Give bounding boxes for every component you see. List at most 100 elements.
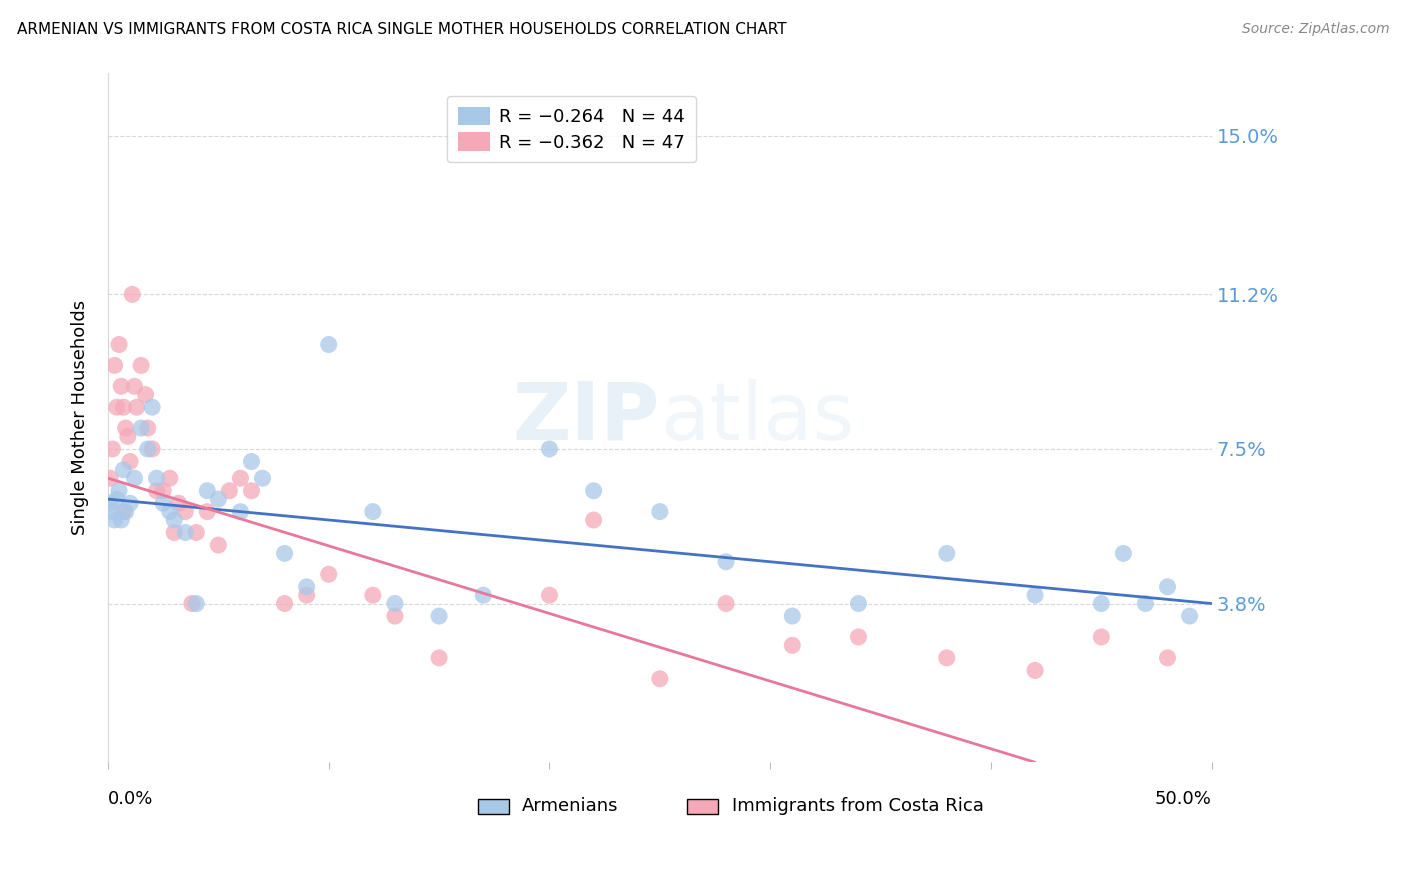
Point xyxy=(240,483,263,498)
Point xyxy=(98,471,121,485)
Point xyxy=(163,513,186,527)
Point xyxy=(120,454,142,468)
Point xyxy=(152,483,174,498)
Point xyxy=(101,505,124,519)
Point xyxy=(121,287,143,301)
Point xyxy=(207,492,229,507)
Point xyxy=(384,609,406,624)
Point xyxy=(714,597,737,611)
Point xyxy=(159,471,181,485)
Point xyxy=(207,538,229,552)
Y-axis label: Single Mother Households: Single Mother Households xyxy=(72,300,89,535)
Point xyxy=(145,483,167,498)
Point xyxy=(1156,650,1178,665)
Point xyxy=(112,505,135,519)
Point xyxy=(136,421,159,435)
Point xyxy=(108,337,131,351)
Point xyxy=(125,400,148,414)
Point xyxy=(108,483,131,498)
Point xyxy=(114,505,136,519)
Point xyxy=(1112,546,1135,560)
Point xyxy=(318,337,340,351)
Point xyxy=(1090,597,1112,611)
Point xyxy=(124,379,146,393)
Text: ARMENIAN VS IMMIGRANTS FROM COSTA RICA SINGLE MOTHER HOUSEHOLDS CORRELATION CHAR: ARMENIAN VS IMMIGRANTS FROM COSTA RICA S… xyxy=(17,22,786,37)
Point xyxy=(648,672,671,686)
Point xyxy=(295,580,318,594)
Point xyxy=(648,505,671,519)
Point xyxy=(935,546,957,560)
Point xyxy=(195,483,218,498)
Point xyxy=(1135,597,1157,611)
Point xyxy=(101,442,124,456)
Point xyxy=(538,588,561,602)
Point xyxy=(129,421,152,435)
Point xyxy=(229,505,252,519)
Point xyxy=(848,630,870,644)
Point xyxy=(117,429,139,443)
Point xyxy=(472,588,495,602)
Point xyxy=(145,471,167,485)
Point xyxy=(361,588,384,602)
Text: Immigrants from Costa Rica: Immigrants from Costa Rica xyxy=(731,797,983,814)
Point xyxy=(295,588,318,602)
Point xyxy=(163,525,186,540)
Text: Source: ZipAtlas.com: Source: ZipAtlas.com xyxy=(1241,22,1389,37)
Text: 50.0%: 50.0% xyxy=(1154,789,1212,808)
Text: 0.0%: 0.0% xyxy=(108,789,153,808)
Point xyxy=(186,525,208,540)
Point xyxy=(110,379,132,393)
Point xyxy=(240,454,263,468)
Point xyxy=(1178,609,1201,624)
Point xyxy=(229,471,252,485)
Point xyxy=(273,597,295,611)
Text: Armenians: Armenians xyxy=(522,797,619,814)
Point xyxy=(780,609,803,624)
Point xyxy=(174,505,197,519)
Point xyxy=(780,638,803,652)
Point xyxy=(195,505,218,519)
Point xyxy=(141,442,163,456)
Point xyxy=(186,597,208,611)
Text: ZIP: ZIP xyxy=(513,378,659,457)
Point xyxy=(152,496,174,510)
Point xyxy=(112,400,135,414)
Point xyxy=(174,525,197,540)
Point xyxy=(218,483,240,498)
Point xyxy=(1024,588,1046,602)
Point xyxy=(134,387,156,401)
Point xyxy=(167,496,190,510)
Point xyxy=(180,597,202,611)
Point xyxy=(136,442,159,456)
Point xyxy=(120,496,142,510)
FancyBboxPatch shape xyxy=(478,799,509,814)
Point xyxy=(361,505,384,519)
Text: atlas: atlas xyxy=(659,378,855,457)
Point xyxy=(1090,630,1112,644)
Point xyxy=(105,400,128,414)
Point xyxy=(582,483,605,498)
Point xyxy=(252,471,274,485)
Point xyxy=(141,400,163,414)
Point xyxy=(159,505,181,519)
Point xyxy=(427,650,450,665)
Point xyxy=(714,555,737,569)
Point xyxy=(105,492,128,507)
Point xyxy=(112,463,135,477)
Point xyxy=(427,609,450,624)
Point xyxy=(124,471,146,485)
Point xyxy=(935,650,957,665)
Legend: R = −0.264   N = 44, R = −0.362   N = 47: R = −0.264 N = 44, R = −0.362 N = 47 xyxy=(447,95,696,162)
Point xyxy=(848,597,870,611)
Point xyxy=(273,546,295,560)
Point xyxy=(1024,664,1046,678)
Point xyxy=(384,597,406,611)
Point xyxy=(110,513,132,527)
Point xyxy=(104,359,127,373)
FancyBboxPatch shape xyxy=(688,799,718,814)
Point xyxy=(1156,580,1178,594)
Point xyxy=(129,359,152,373)
Point xyxy=(538,442,561,456)
Point xyxy=(582,513,605,527)
Point xyxy=(104,513,127,527)
